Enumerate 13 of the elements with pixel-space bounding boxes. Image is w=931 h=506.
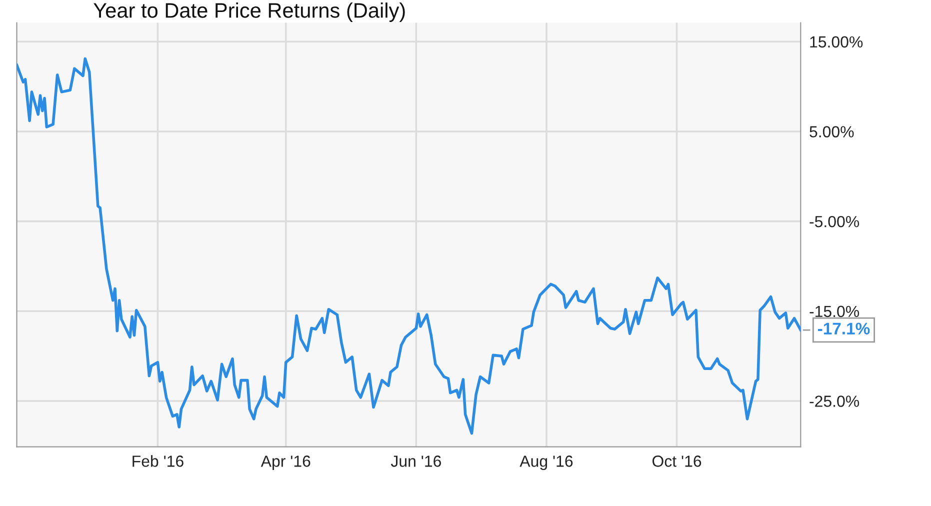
y-tick-label: 5.00% — [810, 126, 854, 138]
x-tick-label: Feb '16 — [132, 455, 184, 467]
line-series — [16, 57, 801, 435]
y-tick-label: -5.00% — [810, 216, 860, 228]
x-tick-label: Apr '16 — [260, 456, 310, 470]
chart-title: Year to Date Price Returns (Daily) — [94, 2, 405, 22]
y-tick-label: -25.0% — [810, 396, 860, 407]
annotation: -17.1% — [818, 322, 870, 334]
x-tick-label: Jun '16 — [390, 456, 441, 467]
x-tick-label: Aug '16 — [520, 456, 573, 470]
x-tick-label: Oct '16 — [652, 456, 702, 467]
y-tick-label: -15.0% — [810, 306, 860, 318]
y-tick-label: 15.00% — [810, 36, 863, 48]
